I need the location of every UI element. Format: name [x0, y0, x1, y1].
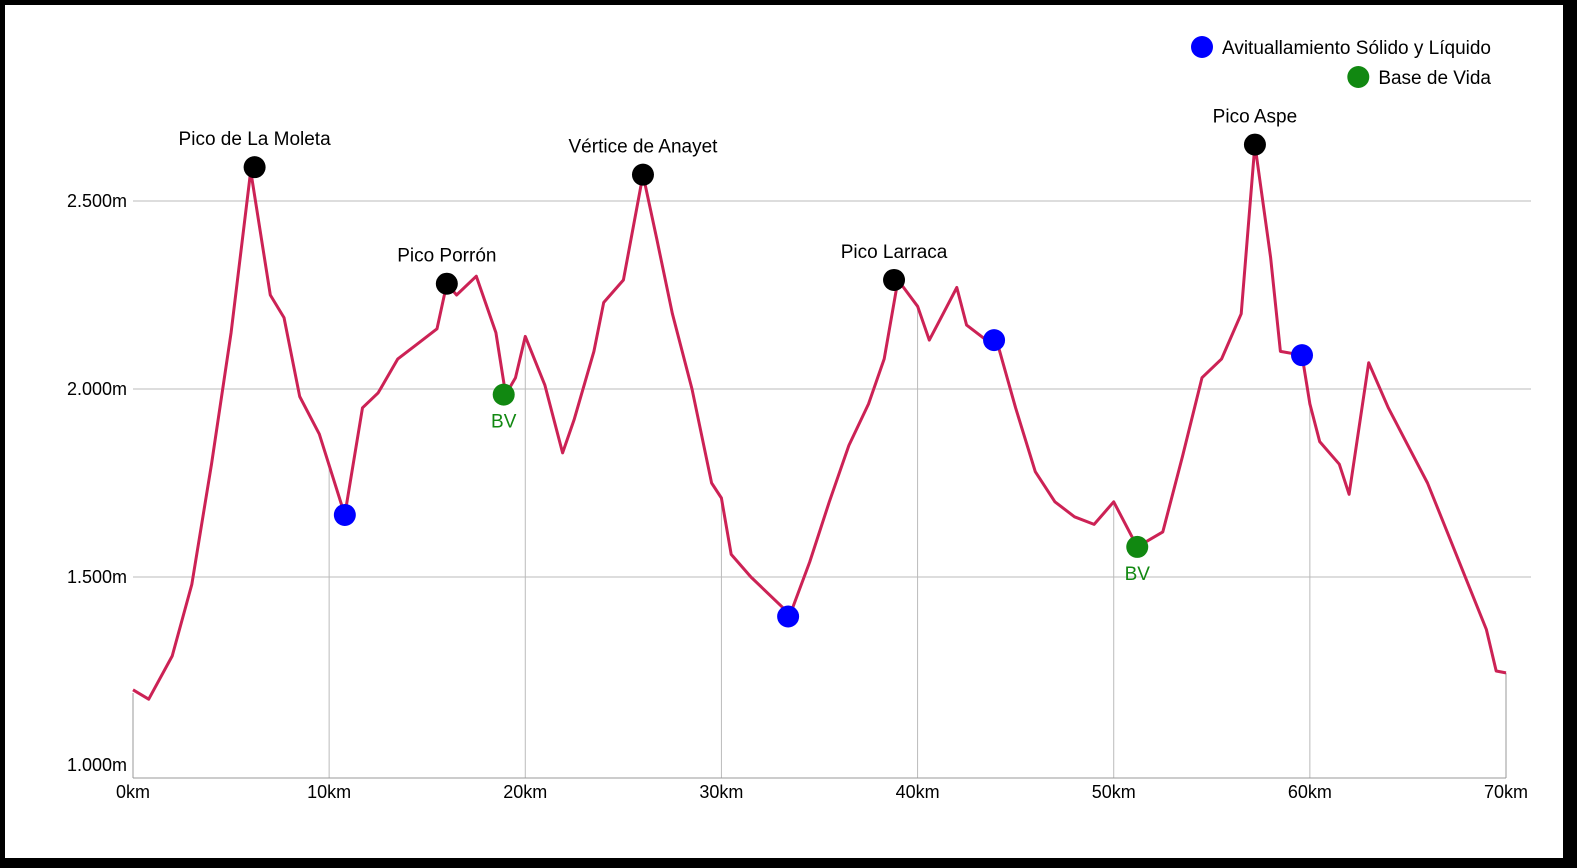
life-base-marker — [492, 383, 515, 406]
grid-lines — [133, 200, 1531, 778]
y-tick-label: 2.000m — [67, 379, 127, 399]
peak-label: Pico Porrón — [397, 246, 496, 267]
chart-frame: 1.000m 1.500m 2.000m 2.500m 0km 10km 20km 30km 4… — [5, 5, 1563, 858]
elevation-profile-chart: 1.000m 1.500m 2.000m 2.500m 0km 10km 20km 30km 4… — [67, 36, 1531, 802]
x-tick-label: 0km — [116, 782, 150, 802]
legend-label: Avituallamiento Sólido y Líquido — [1222, 38, 1491, 59]
aid-station-marker — [1291, 344, 1314, 367]
aid-station-marker — [777, 605, 800, 628]
aid-station-marker — [983, 329, 1006, 352]
life-base-label: BV — [491, 412, 517, 433]
peak-marker — [631, 163, 654, 186]
peak-marker — [1243, 133, 1266, 156]
peak-label: Pico Aspe — [1213, 107, 1298, 128]
y-tick-label: 1.000m — [67, 755, 127, 775]
life-base-label: BV — [1125, 564, 1151, 585]
axes: 1.000m 1.500m 2.000m 2.500m 0km 10km 20km 30km 4… — [67, 191, 1528, 802]
aid-station-marker — [333, 503, 356, 526]
legend-swatch — [1191, 36, 1213, 58]
legend-label: Base de Vida — [1378, 68, 1491, 89]
x-tick-label: 70km — [1484, 782, 1528, 802]
x-tick-label: 30km — [699, 782, 743, 802]
peak-label: Pico Larraca — [841, 242, 948, 263]
x-tick-label: 10km — [307, 782, 351, 802]
life-base-marker — [1126, 535, 1149, 558]
markers — [243, 133, 1314, 628]
peak-label: Vértice de Anayet — [569, 137, 719, 158]
peak-label: Pico de La Moleta — [179, 129, 332, 150]
peak-marker — [435, 272, 458, 295]
x-tick-label: 60km — [1288, 782, 1332, 802]
peak-marker — [243, 156, 266, 179]
x-tick-label: 20km — [503, 782, 547, 802]
y-tick-label: 1.500m — [67, 567, 127, 587]
y-tick-label: 2.500m — [67, 191, 127, 211]
x-tick-label: 50km — [1092, 782, 1136, 802]
profile-line-layer — [132, 143, 1507, 701]
legend: Avituallamiento Sólido y Líquido Base de … — [1191, 36, 1491, 89]
legend-swatch — [1347, 66, 1370, 88]
peak-marker — [883, 268, 906, 291]
x-tick-label: 40km — [896, 782, 940, 802]
labels: Pico de La Moleta Pico Porrón Vértice de A… — [179, 107, 1298, 585]
elevation-profile-line — [132, 143, 1507, 701]
